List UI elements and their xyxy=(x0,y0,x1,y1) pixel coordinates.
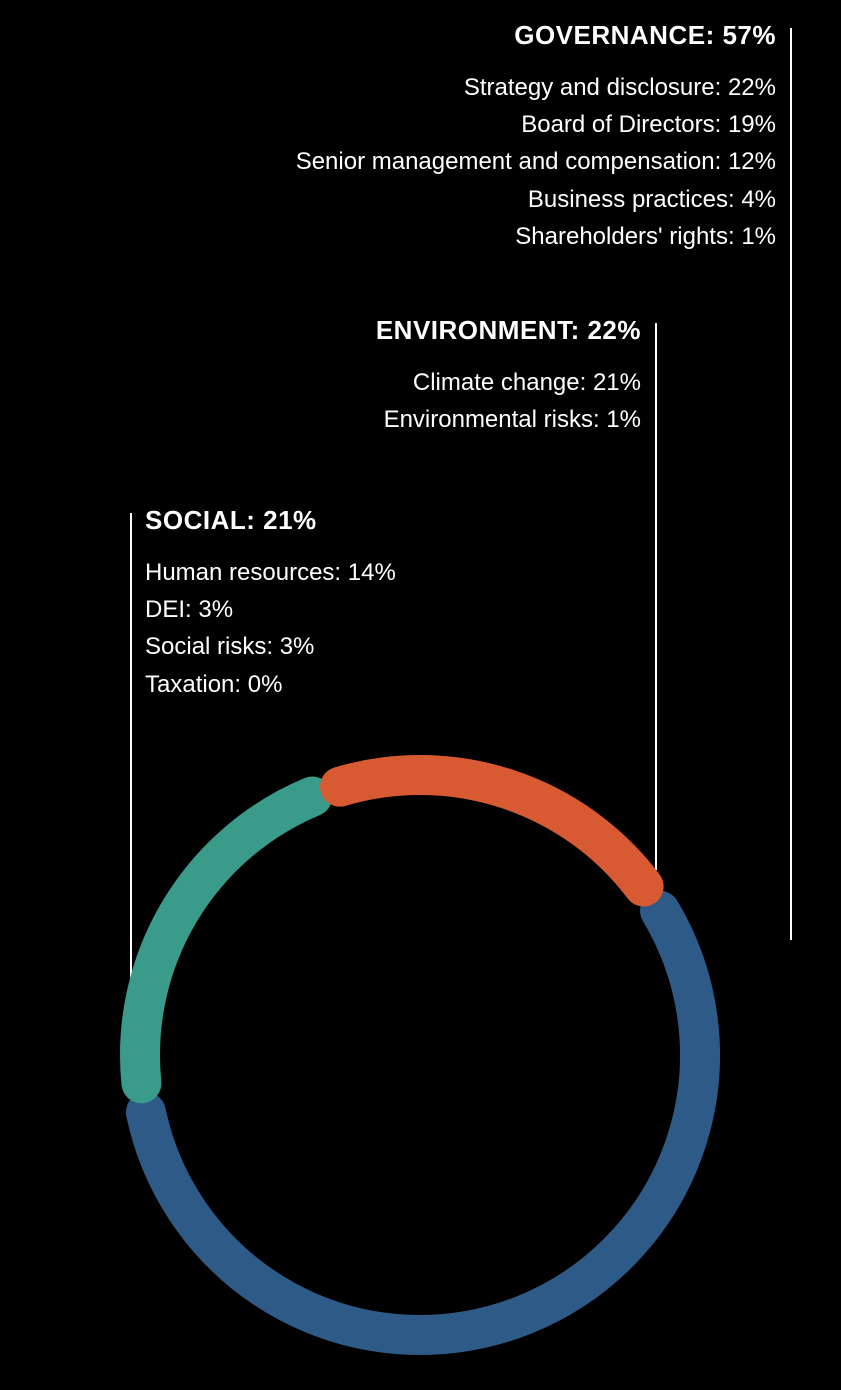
chart-canvas: GOVERNANCE: 57% Strategy and disclosure:… xyxy=(0,0,841,1390)
donut-chart xyxy=(0,0,841,1390)
donut-segment-social xyxy=(340,775,644,886)
donut-segment-governance xyxy=(146,911,700,1335)
donut-segment-environment xyxy=(140,797,312,1084)
